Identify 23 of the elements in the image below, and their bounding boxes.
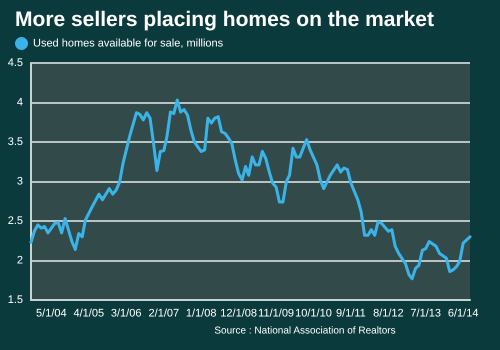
- x-tick-label: 8/1/12: [373, 308, 404, 320]
- y-tick-label: 4: [16, 96, 23, 108]
- legend-label: Used homes available for sale, millions: [33, 38, 224, 50]
- source-note: Source : National Association of Realtors: [214, 326, 396, 336]
- line-series: [30, 98, 472, 280]
- x-tick-label: 7/1/13: [410, 308, 442, 320]
- x-tick-label: 2/1/07: [148, 308, 180, 320]
- x-tick-label: 10/1/10: [295, 308, 332, 320]
- x-tick-label: 3/1/06: [110, 308, 142, 320]
- y-tick-label: 1.5: [8, 294, 23, 306]
- y-tick-label: 4.5: [8, 57, 23, 69]
- y-tick-label: 3: [16, 176, 23, 188]
- y-tick-label: 2: [16, 254, 23, 266]
- x-tick-label: 11/1/09: [258, 308, 294, 320]
- chart-title: More sellers placing homes on the market: [15, 8, 434, 31]
- y-tick-label: 2.5: [8, 215, 23, 227]
- y-tick-label: 3.5: [8, 136, 23, 148]
- x-tick-label: 6/1/14: [448, 308, 478, 320]
- x-tick-label: 4/1/05: [74, 308, 104, 320]
- x-tick-label: 5/1/04: [36, 308, 67, 320]
- x-tick-label: 9/1/11: [336, 308, 366, 320]
- x-tick-label: 12/1/08: [220, 308, 257, 320]
- x-tick-label: 1/1/08: [186, 308, 216, 320]
